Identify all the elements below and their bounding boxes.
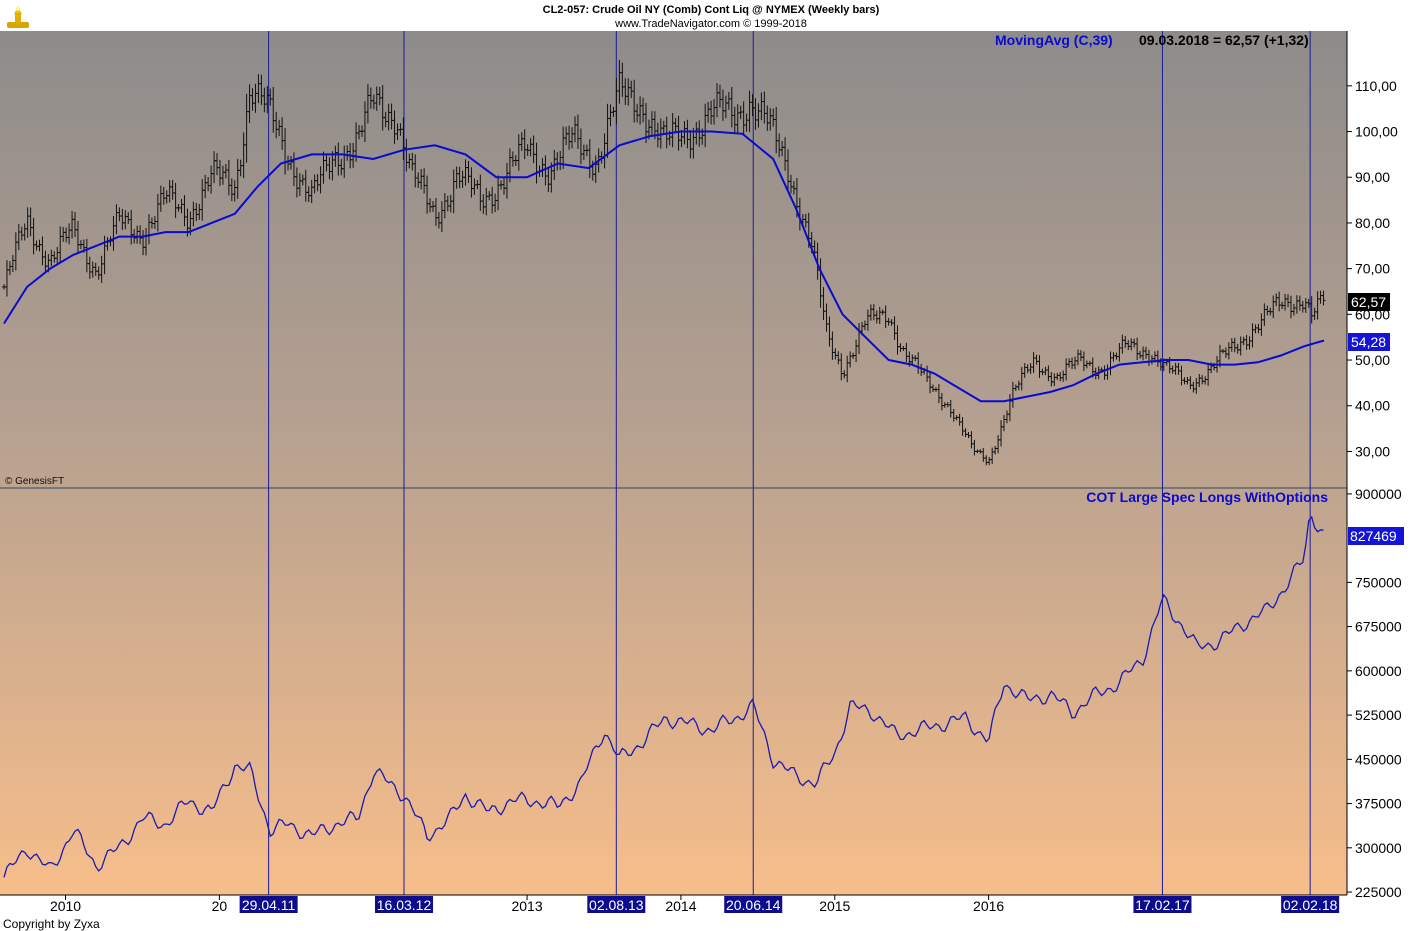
cot-tick-label: 525000 bbox=[1355, 707, 1402, 723]
cot-tick-label: 900000 bbox=[1355, 486, 1402, 502]
marker-date-label: 20.06.14 bbox=[726, 897, 781, 913]
header-strip bbox=[0, 0, 1422, 31]
last-price-box bbox=[1348, 293, 1390, 311]
year-label: 2010 bbox=[50, 898, 81, 914]
ma-legend-label: MovingAvg (C,39) bbox=[995, 32, 1113, 48]
marker-date-label: 17.02.17 bbox=[1135, 897, 1190, 913]
cot-tick-label: 450000 bbox=[1355, 751, 1402, 767]
marker-date-label: 02.02.18 bbox=[1283, 897, 1338, 913]
cot-tick-label: 675000 bbox=[1355, 619, 1402, 635]
price-tick-label: 110,00 bbox=[1355, 78, 1397, 94]
x-axis: 2010 20 2013 2014 2015 2016 29.04.11 16.03.12 02… bbox=[0, 894, 1347, 914]
ma-legend-annotation: 09.03.2018 = 62,57 (+1,32) bbox=[1139, 32, 1309, 48]
marker-date-box bbox=[1281, 896, 1340, 913]
marker-date-box bbox=[239, 896, 298, 913]
year-label: 2015 bbox=[819, 898, 850, 914]
ohlc-bars bbox=[2, 59, 1326, 466]
year-label: 2013 bbox=[511, 898, 542, 914]
marker-date-box bbox=[724, 896, 783, 913]
copyright-text: Copyright by Zyxa bbox=[3, 917, 100, 931]
ohlc-bar bbox=[1321, 290, 1326, 306]
cot-last-label: 827469 bbox=[1350, 528, 1397, 544]
last-price-label: 62,57 bbox=[1351, 294, 1386, 310]
year-label: 2016 bbox=[973, 898, 1004, 914]
chart-header-line2: www.TradeNavigator.com © 1999-2018 bbox=[614, 18, 807, 30]
cot-axis-ticks: 900000 750000 675000 600000 525000 450000 3750… bbox=[1347, 486, 1402, 900]
price-tick-label: 40,00 bbox=[1355, 398, 1390, 414]
marker-date-box bbox=[375, 896, 433, 913]
marker-date-label: 16.03.12 bbox=[377, 897, 432, 913]
ma-last-label: 54,28 bbox=[1351, 334, 1386, 350]
marker-date-box bbox=[587, 896, 646, 913]
cot-last-box bbox=[1348, 527, 1404, 545]
vertical-markers bbox=[268, 31, 1311, 895]
price-tick-label: 100,00 bbox=[1355, 124, 1398, 140]
cot-line bbox=[3, 515, 1324, 878]
price-tick-label: 90,00 bbox=[1355, 169, 1390, 185]
price-tick-label: 80,00 bbox=[1355, 215, 1390, 231]
price-tick-label: 70,00 bbox=[1355, 261, 1390, 277]
cot-tick-label: 750000 bbox=[1355, 574, 1402, 590]
cot-tick-label: 600000 bbox=[1355, 663, 1402, 679]
price-tick-label: 30,00 bbox=[1355, 443, 1390, 459]
cot-tick-label: 375000 bbox=[1355, 796, 1402, 812]
moving-average-line bbox=[3, 130, 1325, 403]
right-axis-strip bbox=[1347, 31, 1422, 895]
watermark: © GenesisFT bbox=[5, 476, 64, 487]
chart-header-line1: CL2-057: Crude Oil NY (Comb) Cont Liq @ … bbox=[543, 4, 880, 16]
ma-last-box bbox=[1348, 333, 1390, 351]
marker-date-label: 29.04.11 bbox=[242, 897, 296, 913]
year-label: 20 bbox=[212, 898, 228, 914]
price-axis-ticks: 110,00100,0090,0080,0070,0060,0050,0040,… bbox=[1347, 78, 1398, 459]
logo-icon bbox=[7, 6, 29, 28]
year-label: 2014 bbox=[665, 898, 696, 914]
marker-date-label: 02.08.13 bbox=[589, 897, 644, 913]
marker-date-box bbox=[1133, 896, 1192, 913]
price-tick-label: 50,00 bbox=[1355, 352, 1390, 368]
cot-tick-label: 225000 bbox=[1355, 884, 1402, 900]
cot-panel-title: COT Large Spec Longs WithOptions bbox=[1086, 489, 1328, 505]
cot-tick-label: 300000 bbox=[1355, 840, 1402, 856]
